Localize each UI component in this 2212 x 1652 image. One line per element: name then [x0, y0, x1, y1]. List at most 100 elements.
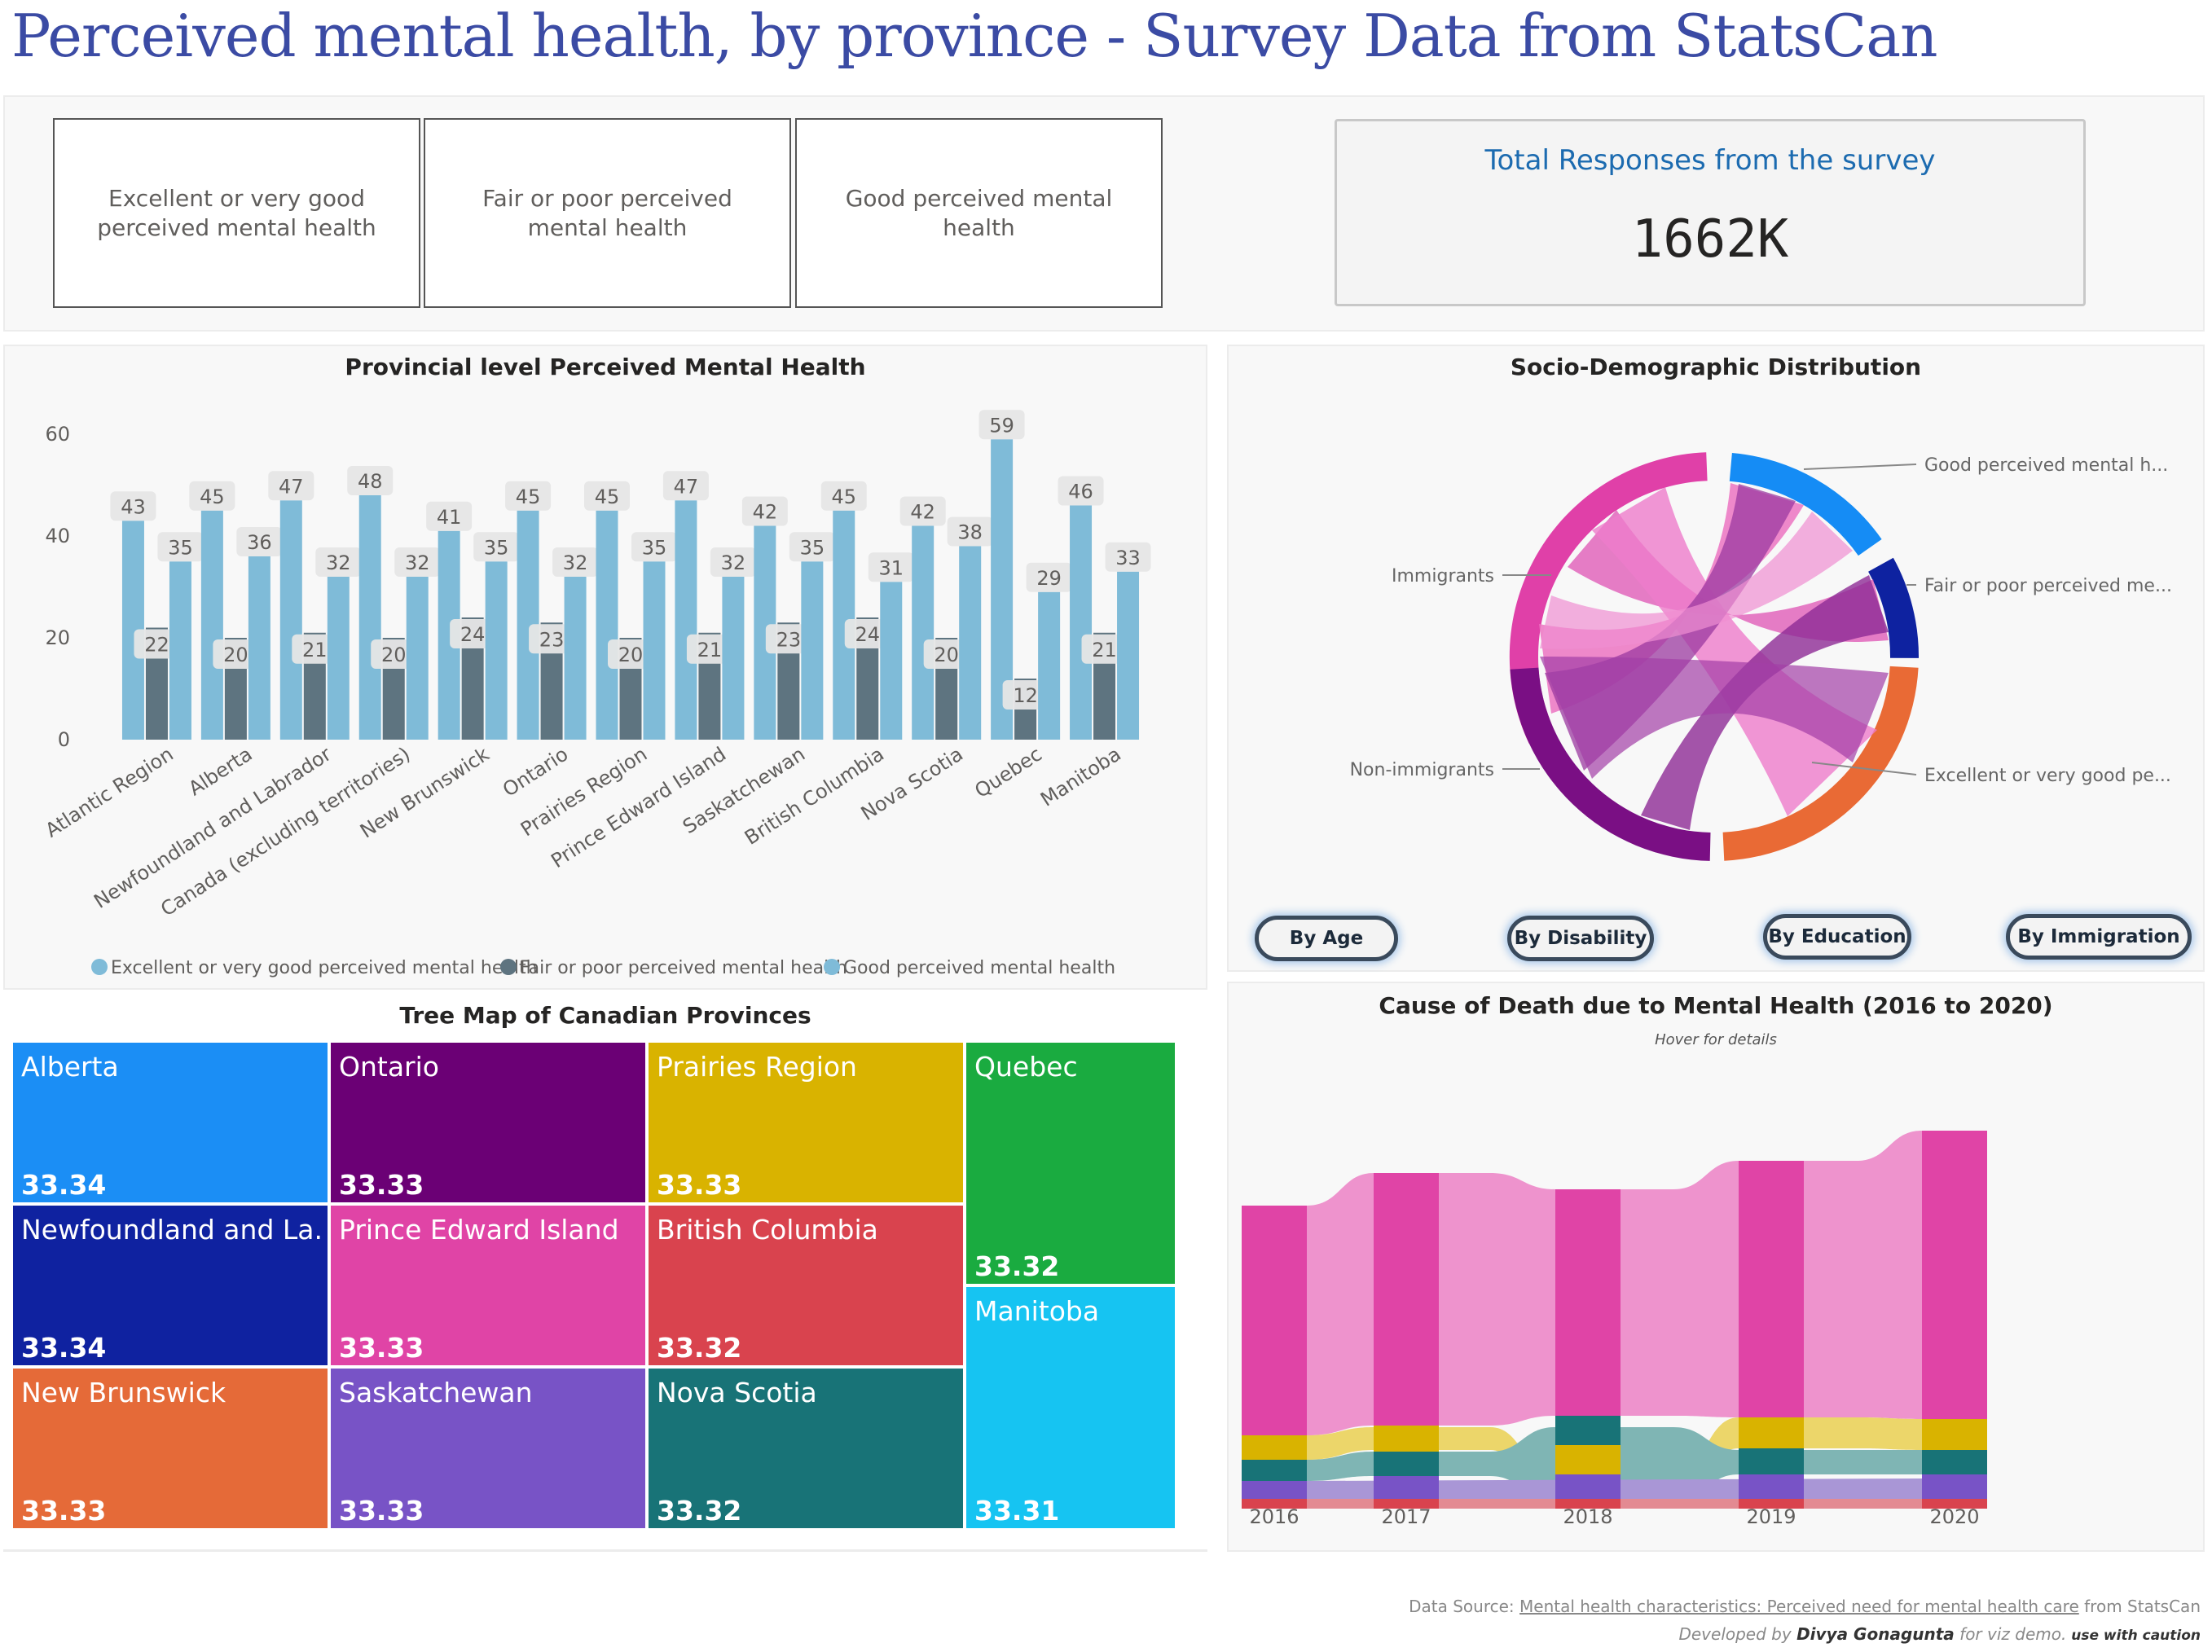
ribbon-bar-2017-purple[interactable]: [1374, 1476, 1439, 1499]
data-label-bg: [947, 516, 993, 547]
ribbon-bar-2020-main[interactable]: [1922, 1131, 1987, 1419]
bar[interactable]: [1038, 591, 1061, 740]
bar[interactable]: [722, 577, 745, 740]
x-tick-label: Alberta: [184, 743, 256, 801]
ribbon-bar-2016-red[interactable]: [1242, 1499, 1307, 1509]
bar[interactable]: [675, 500, 697, 740]
chord-ribbon-7: [1540, 512, 1853, 649]
bar[interactable]: [801, 561, 824, 740]
ribbon-bar-2018-teal[interactable]: [1555, 1416, 1621, 1445]
ribbon-bar-2016-main[interactable]: [1242, 1206, 1307, 1435]
data-label: 32: [563, 551, 588, 574]
treemap-cell[interactable]: Saskatchewan 33.33: [329, 1367, 647, 1530]
treemap-cell[interactable]: Quebec 33.32: [965, 1041, 1176, 1285]
x-tick-label: New Brunswick: [356, 742, 493, 842]
treemap-cell[interactable]: Prairies Region 33.33: [647, 1041, 965, 1204]
treemap-cell-value: 33.32: [974, 1250, 1060, 1282]
bar[interactable]: [406, 577, 429, 740]
x-tick-label: British Columbia: [741, 743, 888, 850]
bar-chart: 0 20 40 60 43 22 35 Atlantic Region 45 20 36 Albert…: [42, 410, 1151, 978]
chord-arc-fair-poor[interactable]: [1868, 557, 1920, 658]
bar[interactable]: [358, 495, 381, 740]
data-source-link[interactable]: Mental health characteristics: Perceived…: [1519, 1597, 2079, 1616]
treemap-cell[interactable]: Ontario 33.33: [329, 1041, 647, 1204]
ribbon-bar-2019-main[interactable]: [1739, 1161, 1804, 1417]
data-label-bg: [1026, 562, 1072, 592]
treemap-cell[interactable]: Newfoundland and La... 33.34: [11, 1204, 329, 1367]
chord-ribbon-3: [1592, 487, 1877, 816]
ribbon-bar-2016-purple[interactable]: [1242, 1481, 1307, 1499]
bar[interactable]: [912, 525, 934, 740]
treemap-cell[interactable]: Manitoba 33.31: [965, 1285, 1176, 1530]
chord-arc-non-immigrants[interactable]: [1510, 667, 1711, 861]
ribbon-bar-2017-main[interactable]: [1374, 1173, 1439, 1426]
data-label: 23: [539, 628, 565, 651]
developer-prefix: Developed by: [1678, 1624, 1797, 1644]
treemap-cell[interactable]: New Brunswick 33.33: [11, 1367, 329, 1530]
data-label-bg: [662, 471, 709, 501]
ribbon-bar-2020-red[interactable]: [1922, 1499, 1987, 1509]
ribbon-bar-2019-purple[interactable]: [1739, 1474, 1804, 1499]
data-label-bg: [584, 481, 630, 511]
bar[interactable]: [596, 510, 618, 740]
ribbon-bar-2018-red[interactable]: [1555, 1499, 1621, 1509]
data-label: 33: [1115, 547, 1141, 569]
ribbon-bar-2020-teal[interactable]: [1922, 1450, 1987, 1474]
chord-arc-excellent[interactable]: [1722, 666, 1919, 861]
ribbon-bar-2019-red[interactable]: [1739, 1499, 1804, 1509]
bar[interactable]: [279, 500, 302, 740]
kpi-card-excellent[interactable]: Excellent or very good perceived mental …: [53, 118, 420, 308]
by-disability-button[interactable]: By Disability: [1507, 916, 1654, 961]
bar[interactable]: [169, 561, 191, 740]
bar[interactable]: [880, 582, 903, 740]
ribbon-bar-2020-purple[interactable]: [1922, 1474, 1987, 1499]
data-label: 21: [302, 639, 328, 661]
bar-chart-title: Provincial level Perceived Mental Health: [345, 354, 866, 380]
ribbon-bar-2020-yellow[interactable]: [1922, 1419, 1987, 1450]
data-label-bg: [820, 481, 867, 511]
kpi-card-good[interactable]: Good perceived mental health: [795, 118, 1163, 308]
bar[interactable]: [485, 561, 508, 740]
ribbon-bar-2016-yellow[interactable]: [1242, 1435, 1307, 1460]
data-label: 21: [697, 639, 723, 661]
treemap-cell-name: Newfoundland and La...: [21, 1214, 323, 1246]
data-label-bg: [1058, 476, 1104, 506]
ribbon-bar-2017-teal[interactable]: [1374, 1452, 1439, 1476]
ribbon-bar-2017-yellow[interactable]: [1374, 1426, 1439, 1452]
ribbon-bar-2019-yellow[interactable]: [1739, 1417, 1804, 1448]
bar[interactable]: [564, 577, 587, 740]
bar[interactable]: [248, 556, 270, 740]
by-immigration-button[interactable]: By Immigration: [2006, 914, 2192, 960]
chord-arc-good[interactable]: [1729, 453, 1882, 556]
kpi-card-fair-poor[interactable]: Fair or poor perceived mental health: [424, 118, 791, 308]
chord-arc-immigrants[interactable]: [1509, 452, 1708, 744]
data-label-bg: [189, 481, 235, 511]
ribbon-chart: 2016 2017 2018 2019 2020: [1242, 1131, 1987, 1528]
treemap-cell[interactable]: Prince Edward Island 33.33: [329, 1204, 647, 1367]
treemap-cell[interactable]: Nova Scotia 33.32: [647, 1367, 965, 1530]
by-education-button[interactable]: By Education: [1763, 914, 1911, 960]
bar[interactable]: [1070, 505, 1093, 740]
ribbon-bar-2019-teal[interactable]: [1739, 1448, 1804, 1474]
treemap-cell-name: Prince Edward Island: [339, 1214, 619, 1246]
data-label-bg: [552, 547, 599, 577]
data-label-bg: [236, 527, 283, 556]
by-age-button[interactable]: By Age: [1255, 916, 1398, 961]
bar[interactable]: [643, 561, 666, 740]
ribbon-bar-2018-purple[interactable]: [1555, 1474, 1621, 1499]
bar[interactable]: [1117, 571, 1140, 740]
data-label-bg: [268, 471, 314, 501]
ribbon-bar-2018-main[interactable]: [1555, 1189, 1621, 1416]
bar[interactable]: [200, 510, 223, 740]
bar[interactable]: [959, 546, 982, 740]
data-label: 47: [279, 475, 304, 498]
ribbon-year-2018: 2018: [1563, 1505, 1612, 1528]
data-label: 35: [800, 536, 825, 559]
data-label-bg: [110, 491, 156, 521]
bar[interactable]: [327, 577, 350, 740]
treemap-cell[interactable]: British Columbia 33.32: [647, 1204, 965, 1367]
treemap-cell[interactable]: Alberta 33.34: [11, 1041, 329, 1204]
ribbon-bar-2017-red[interactable]: [1374, 1499, 1439, 1509]
ribbon-bar-2016-teal[interactable]: [1242, 1460, 1307, 1481]
ribbon-bar-2018-yellow[interactable]: [1555, 1445, 1621, 1474]
